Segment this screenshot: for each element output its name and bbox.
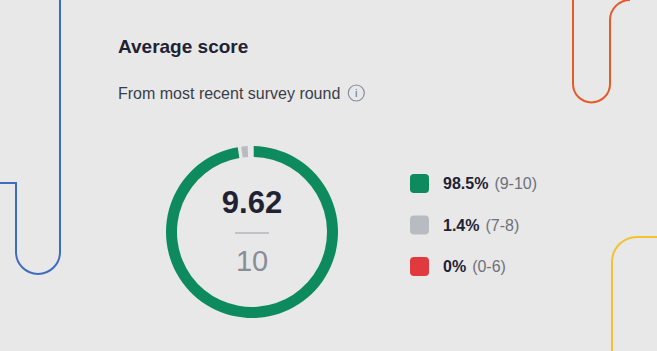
info-icon[interactable]: i — [348, 85, 364, 101]
chart-container: Average score From most recent survey rou… — [0, 0, 657, 351]
title: Average score — [118, 36, 248, 57]
center-max: 10 — [236, 245, 268, 277]
info-icon-circle[interactable] — [348, 85, 364, 101]
donut-slice — [241, 146, 248, 157]
decoration — [0, 0, 657, 351]
deco-line-blue — [0, 0, 60, 274]
center-divider — [235, 233, 269, 234]
legend-value: 0% — [443, 258, 466, 275]
background — [0, 0, 657, 351]
legend-value: 1.4% — [443, 217, 479, 234]
donut-slice — [250, 146, 251, 157]
center-value: 9.62 — [222, 185, 282, 220]
subtitle: From most recent survey round — [118, 85, 340, 102]
deco-line-orange — [573, 0, 630, 103]
legend-label: (9-10) — [494, 175, 537, 192]
chart-svg: Average score From most recent survey rou… — [0, 0, 657, 351]
legend-value: 98.5% — [443, 175, 488, 192]
deco-line-yellow — [612, 237, 657, 351]
legend-label: (0-6) — [472, 258, 506, 275]
donut: 9.62 10 — [166, 146, 338, 318]
legend-label: (7-8) — [485, 217, 519, 234]
info-icon-text[interactable]: i — [355, 87, 357, 99]
legend: 98.5% (9-10) 1.4% (7-8) 0% (0-6) — [410, 174, 537, 276]
legend-swatch — [410, 174, 429, 193]
donut-slice — [166, 146, 338, 318]
legend-swatch — [410, 257, 429, 276]
legend-swatch — [410, 216, 429, 235]
